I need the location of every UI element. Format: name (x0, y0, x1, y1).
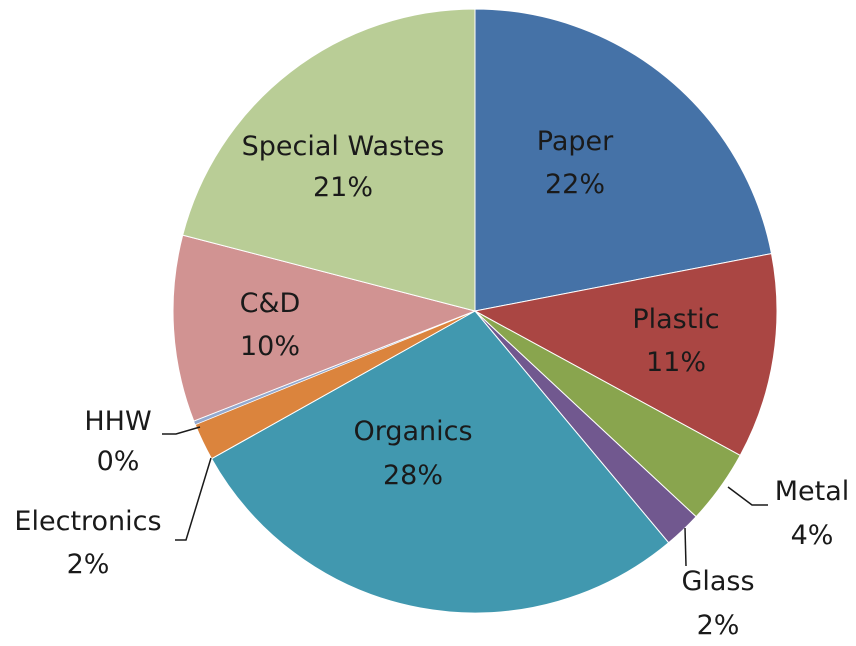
slice-label-glass: Glass (681, 566, 754, 597)
slice-plastic (473, 253, 778, 457)
slice-percent-organics: 28% (383, 460, 443, 491)
slice-label-candd: C&D (240, 288, 301, 319)
slice-organics (210, 310, 670, 614)
slice-percent-hhw: 0% (97, 446, 140, 477)
slice-percent-metal: 4% (791, 520, 834, 551)
slice-percent-electronics: 2% (67, 549, 110, 580)
leader-line-electronics (175, 457, 212, 541)
slice-label-plastic: Plastic (632, 304, 719, 335)
slice-percent-special-wastes: 21% (313, 172, 373, 203)
leader-line-glass (684, 527, 687, 567)
slice-percent-glass: 2% (697, 610, 740, 641)
slice-label-metal: Metal (775, 476, 850, 507)
slice-label-paper: Paper (537, 126, 614, 157)
slice-label-electronics: Electronics (14, 506, 161, 537)
slice-candd (172, 234, 477, 422)
slice-label-special-wastes: Special Wastes (242, 131, 445, 162)
leader-line-metal (727, 486, 768, 506)
slice-percent-candd: 10% (240, 331, 300, 362)
leader-line-hhw (162, 426, 201, 435)
slice-percent-plastic: 11% (646, 347, 706, 378)
slice-label-organics: Organics (353, 416, 472, 447)
slice-percent-paper: 22% (545, 169, 605, 200)
slice-paper (474, 8, 773, 312)
slice-label-hhw: HHW (84, 406, 151, 437)
slice-special-wastes (182, 8, 476, 312)
